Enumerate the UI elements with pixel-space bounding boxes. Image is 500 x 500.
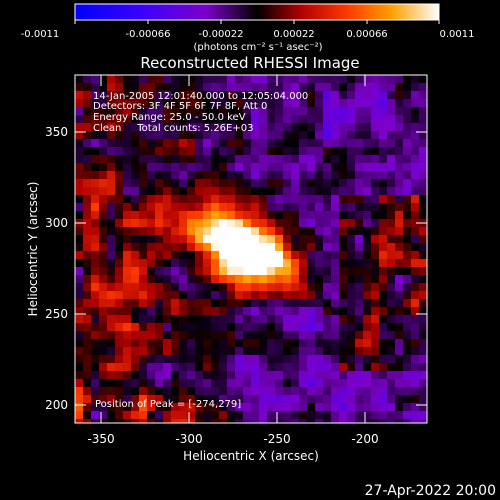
axis-ticks xyxy=(75,75,427,423)
info-energy: Energy Range: 25.0 - 50.0 keV xyxy=(93,112,246,123)
y-tick-label: 200 xyxy=(45,398,68,412)
x-tick-label: -200 xyxy=(351,432,378,446)
y-tick-label: 300 xyxy=(45,216,68,230)
heatmap-image xyxy=(75,75,427,423)
colorbar-tick-label: 0.00066 xyxy=(346,29,387,40)
plot-title: Reconstructed RHESSI Image xyxy=(140,54,359,72)
colorbar-gradient xyxy=(74,3,440,21)
plot-frame xyxy=(74,74,428,424)
colorbar-tick-label: 0.00022 xyxy=(273,29,314,40)
x-tick-label: -250 xyxy=(263,432,290,446)
peak-position-label: Position of Peak = [-274,279] xyxy=(95,399,241,410)
info-clean: Clean Total counts: 5.26E+03 xyxy=(93,123,253,134)
x-tick-label: -300 xyxy=(175,432,202,446)
colorbar-tick-label: -0.00022 xyxy=(199,29,244,40)
colorbar: -0.0011 -0.00066 -0.00022 0.00022 0.0006… xyxy=(21,3,475,53)
info-time: 14-Jan-2005 12:01:40.000 to 12:05:04.000 xyxy=(93,91,308,102)
y-tick-label: 350 xyxy=(45,125,68,139)
colorbar-tick-label: 0.0011 xyxy=(440,29,475,40)
y-axis-label: Heliocentric Y (arcsec) xyxy=(26,182,40,317)
colorbar-tick-label: -0.00066 xyxy=(126,29,171,40)
x-axis-label: Heliocentric X (arcsec) xyxy=(183,449,319,463)
info-detectors: Detectors: 3F 4F 5F 6F 7F 8F, Att 0 xyxy=(93,101,267,112)
footer-date: 27-Apr-2022 20:00 xyxy=(365,483,496,499)
colorbar-ticks xyxy=(74,20,440,24)
x-tick-label: -350 xyxy=(87,432,114,446)
colorbar-unit-label: (photons cm⁻² s⁻¹ asec⁻²) xyxy=(193,42,322,53)
y-tick-label: 250 xyxy=(45,307,68,321)
colorbar-tick-label: -0.0011 xyxy=(21,29,60,40)
